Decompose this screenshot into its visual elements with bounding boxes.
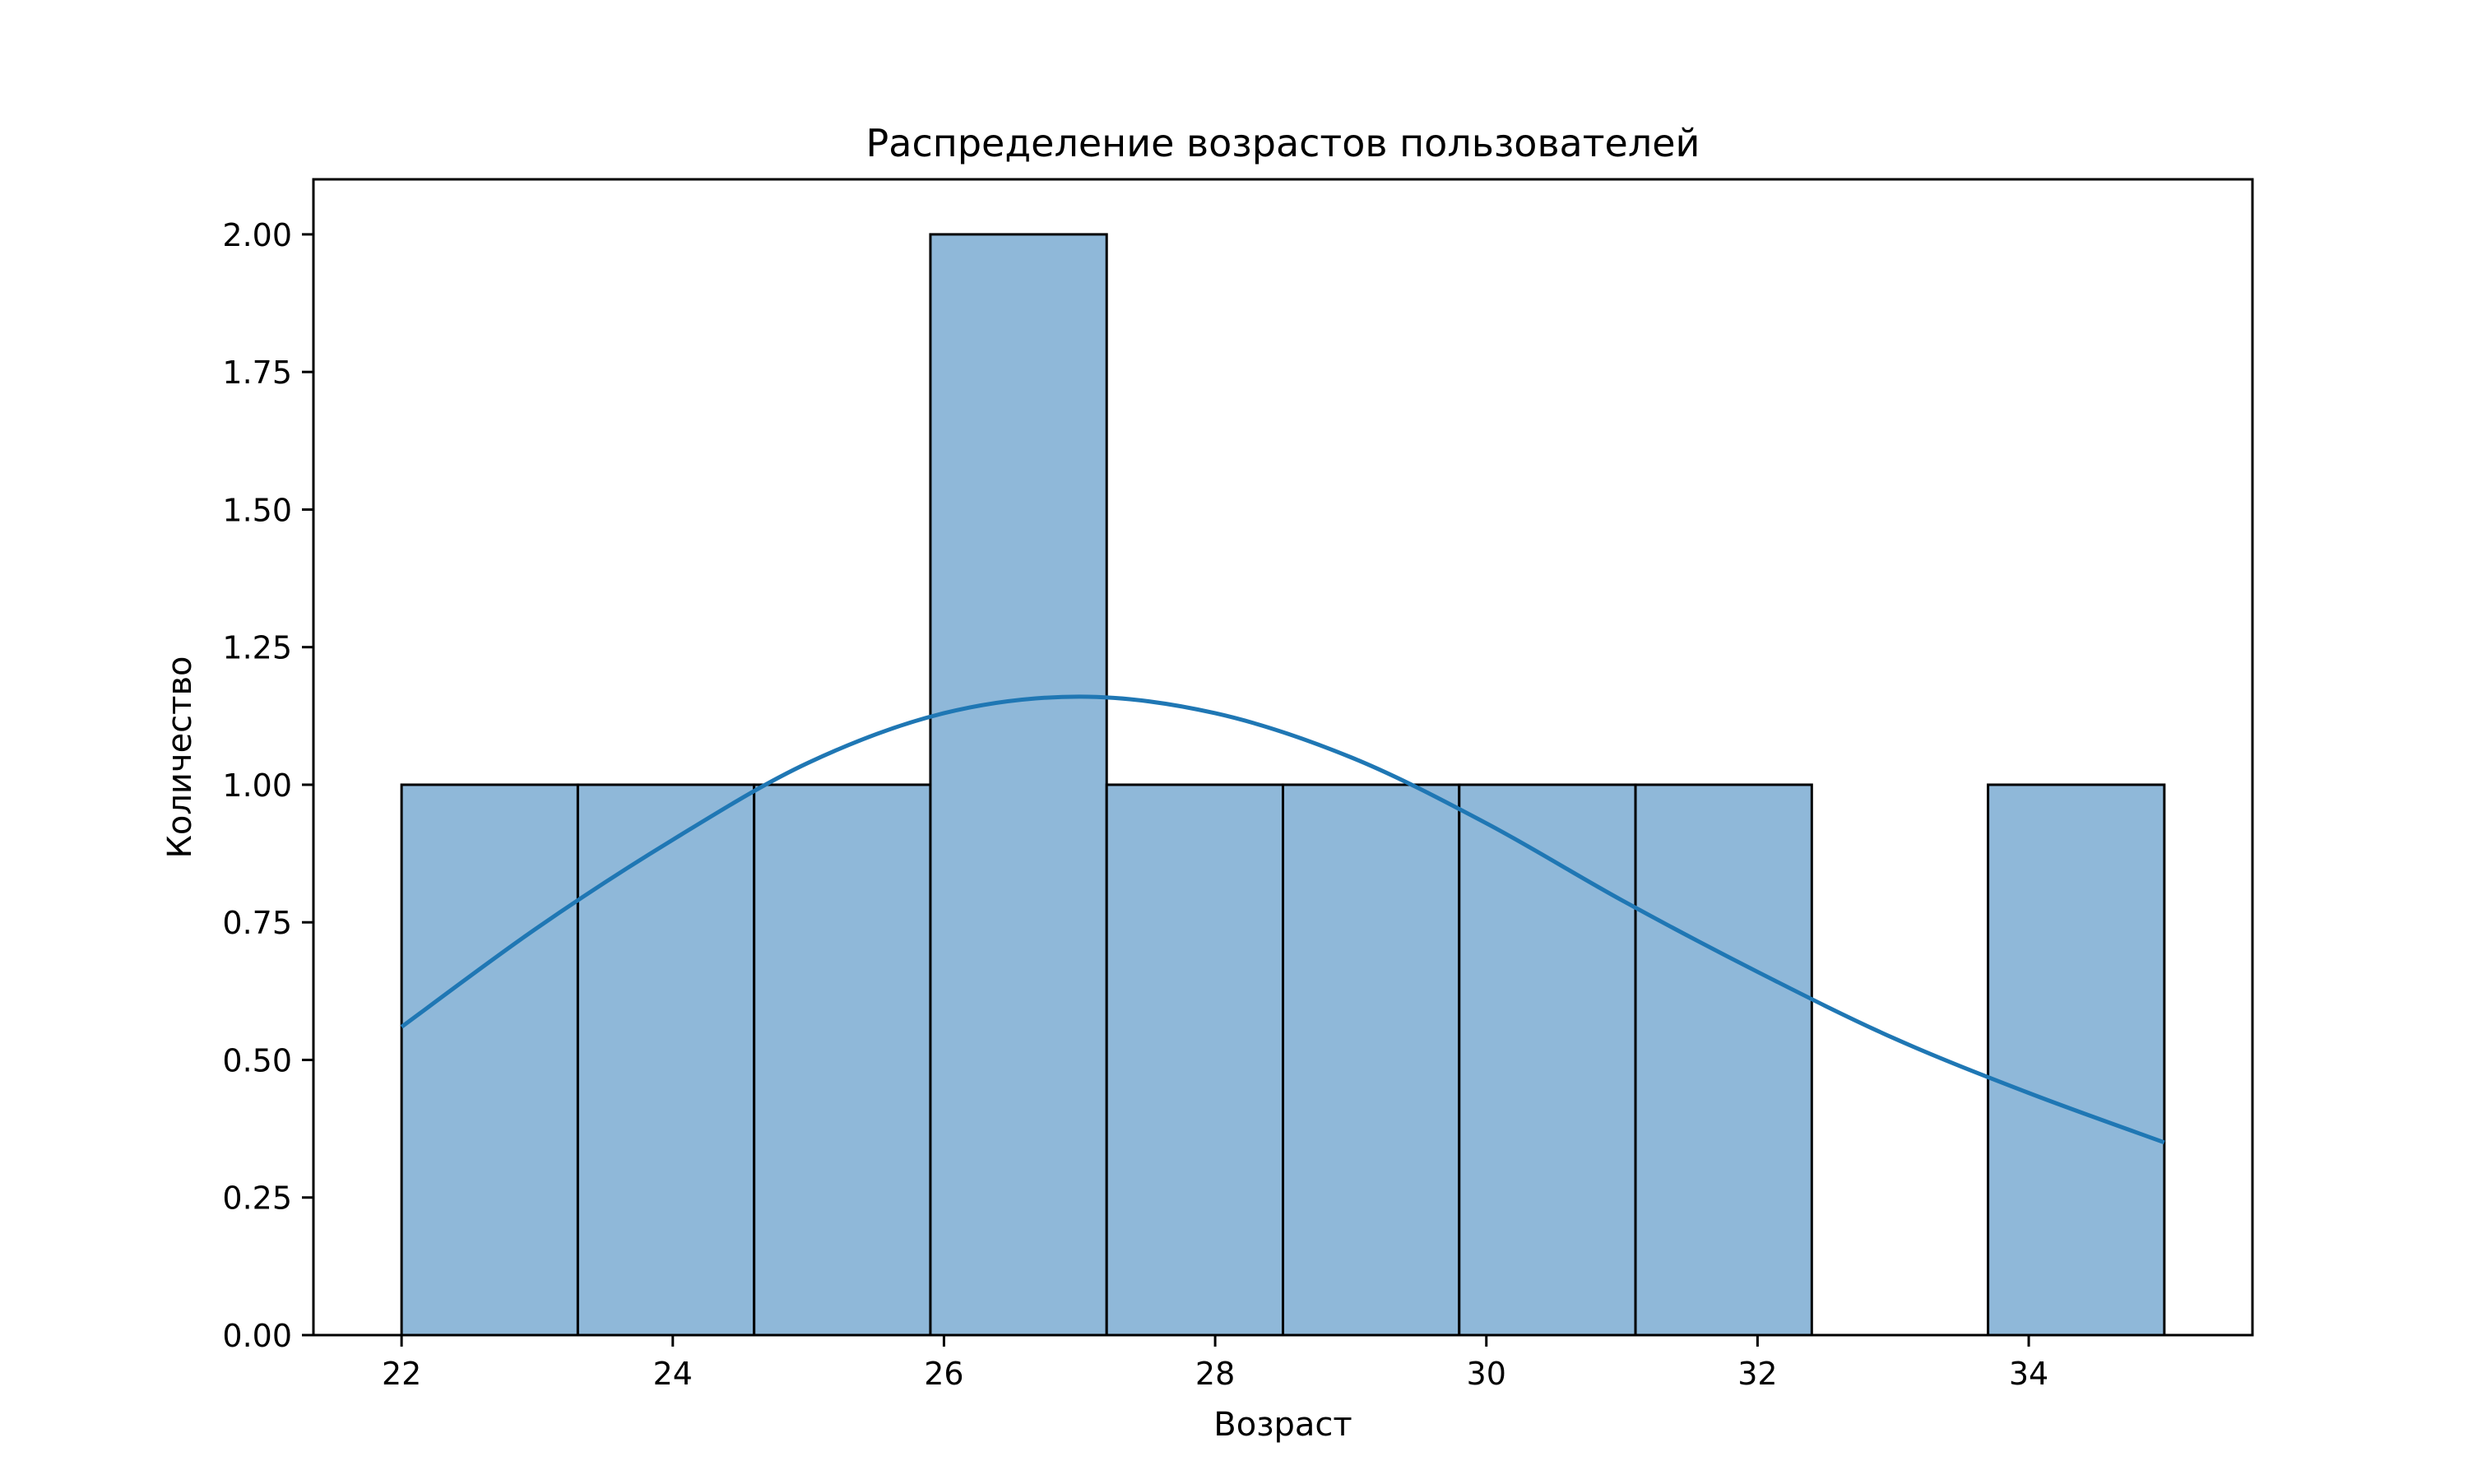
plot-frame [312,178,2254,1337]
y-tick-label: 1.00 [222,768,292,804]
y-tick-label: 1.25 [222,630,292,666]
histogram-bar [1987,783,2166,1337]
x-tick-label: 34 [2009,1356,2048,1392]
axes-layer: 22 24 26 28 30 32 34 0.00 0.25 0.50 0.75 1.00 1.25 1.… [222,178,2254,1392]
histogram-bar [929,233,1108,1337]
histogram-bar [753,783,932,1337]
histogram-bar [1458,783,1637,1337]
y-tick-label: 0.50 [222,1042,292,1078]
kde-layer [400,694,2165,1145]
y-tick-label: 0.75 [222,905,292,941]
histogram-bar [1105,783,1285,1337]
x-tick-label: 32 [1737,1356,1777,1392]
x-axis-label: Возраст [1213,1406,1352,1444]
y-tick-label: 1.50 [222,492,292,528]
y-tick-label: 0.00 [222,1318,292,1354]
y-tick-label: 0.25 [222,1180,292,1217]
y-axis-label: Количество [161,656,199,858]
y-tick-label: 2.00 [222,217,292,253]
kde-curve [400,694,2165,1145]
histogram-bar [1634,783,1813,1337]
histogram-bar [400,783,579,1337]
x-tick-label: 30 [1467,1356,1506,1392]
x-tick-label: 26 [924,1356,963,1392]
histogram-bar [1282,783,1461,1337]
x-tick-label: 22 [382,1356,421,1392]
bars-layer [400,233,2166,1337]
histogram-bar [576,783,756,1337]
x-tick-label: 28 [1195,1356,1235,1392]
y-tick-label: 1.75 [222,355,292,391]
x-tick-label: 24 [653,1356,693,1392]
chart-title: Распределение возрастов пользователей [866,121,1700,165]
